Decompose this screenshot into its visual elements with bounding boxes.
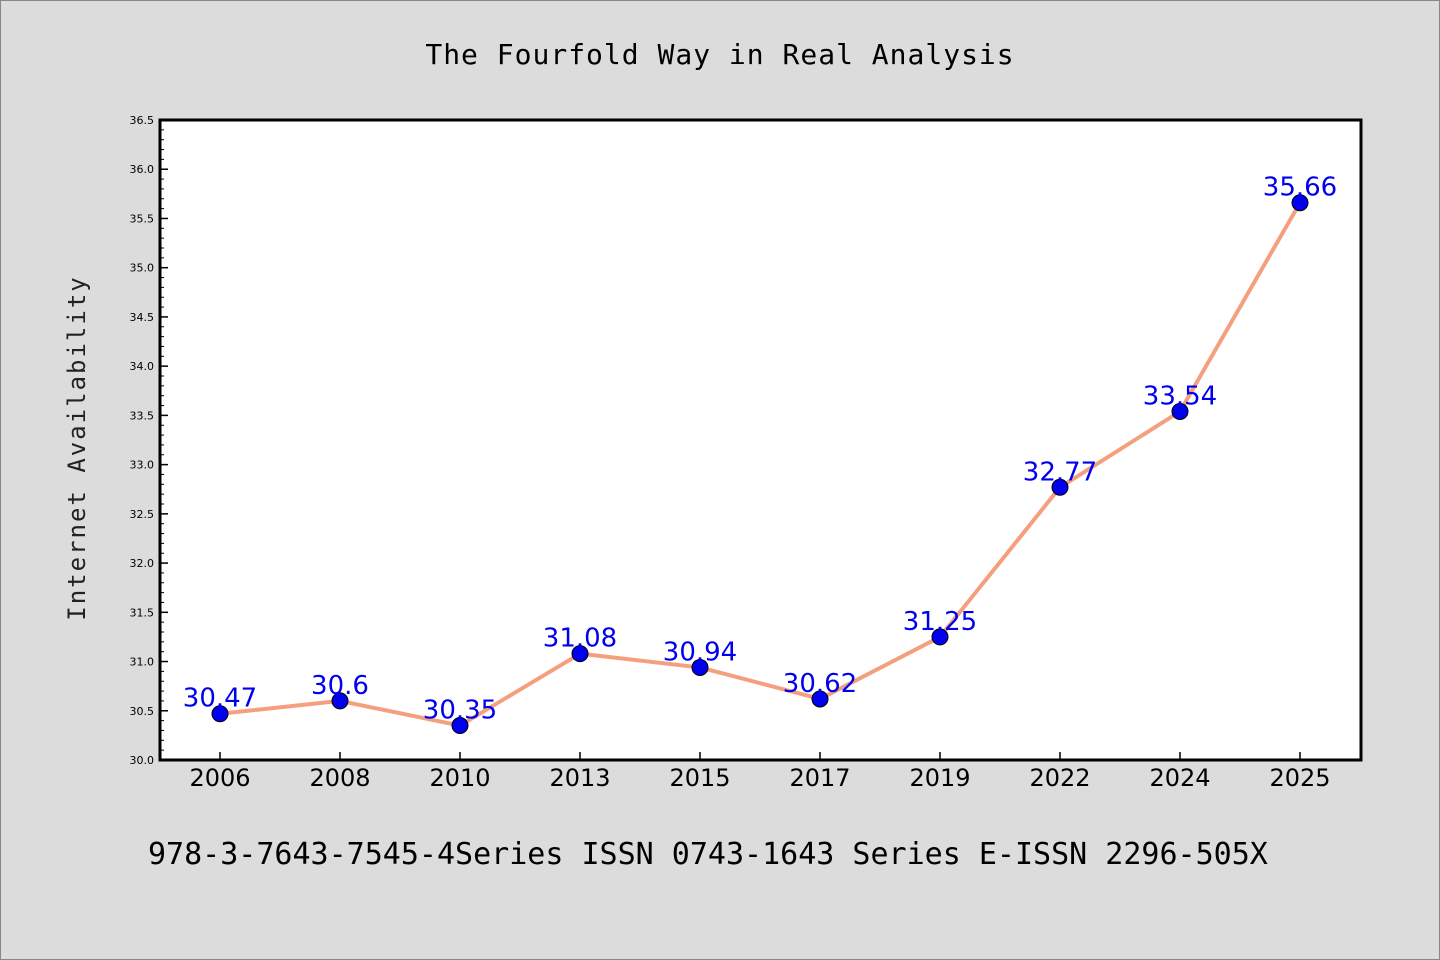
data-label: 31.08 — [543, 624, 617, 654]
y-tick-label: 33.0 — [130, 459, 155, 472]
y-tick-label: 31.0 — [130, 656, 155, 669]
data-point — [931, 628, 949, 646]
footer-text: 978-3-7643-7545-4Series ISSN 0743-1643 S… — [148, 837, 1268, 872]
y-tick-label: 30.0 — [130, 754, 155, 767]
y-tick-label: 34.5 — [130, 311, 155, 324]
x-tick-label: 2017 — [789, 764, 850, 792]
y-tick-label: 31.5 — [130, 606, 155, 619]
y-tick-label: 32.0 — [130, 557, 155, 570]
y-tick-label: 30.5 — [130, 705, 155, 718]
series-group — [219, 201, 1302, 728]
data-point — [691, 658, 709, 676]
data-label: 30.6 — [311, 671, 369, 701]
data-label: 30.35 — [423, 696, 497, 726]
data-point — [571, 645, 589, 663]
x-axis: 2006 2008 2010 2013 2015 2017 2019 2022 2024 2025 — [189, 752, 1331, 792]
data-point — [1051, 478, 1069, 496]
data-point — [331, 692, 349, 710]
data-point — [451, 717, 469, 735]
y-tick-label: 35.5 — [130, 212, 155, 225]
x-tick-label: 2006 — [189, 764, 250, 792]
markers-group — [211, 194, 1309, 735]
chart-title: The Fourfold Way in Real Analysis — [425, 38, 1014, 71]
data-label: 30.47 — [183, 684, 257, 714]
data-point — [811, 690, 829, 708]
y-tick-label: 35.0 — [130, 262, 155, 275]
y-tick-label: 36.0 — [130, 163, 155, 176]
data-point — [211, 705, 229, 723]
plot-frame — [158, 118, 1363, 762]
data-label: 33.54 — [1143, 381, 1217, 411]
y-tick-label: 32.5 — [130, 508, 155, 521]
y-tick-label: 33.5 — [130, 409, 155, 422]
y-axis: 30.0 30.5 31.0 31.5 32.0 32.5 33.0 33.5 34.0 34.5… — [130, 114, 168, 767]
data-point — [1291, 194, 1309, 212]
data-label: 30.94 — [663, 637, 737, 667]
x-tick-label: 2013 — [549, 764, 610, 792]
y-tick-label: 34.0 — [130, 360, 155, 373]
series-line — [219, 201, 1302, 728]
plot-area — [160, 120, 1361, 760]
data-labels-group: 30.47 30.6 30.35 31.08 30.94 30.62 31.25 32.77 3… — [183, 173, 1337, 726]
data-label: 30.62 — [783, 669, 857, 699]
x-tick-label: 2025 — [1269, 764, 1330, 792]
x-tick-label: 2010 — [429, 764, 490, 792]
x-tick-label: 2024 — [1149, 764, 1210, 792]
x-tick-label: 2022 — [1029, 764, 1090, 792]
data-point — [1171, 402, 1189, 420]
data-label: 31.25 — [903, 607, 977, 637]
x-tick-label: 2015 — [669, 764, 730, 792]
x-tick-label: 2008 — [309, 764, 370, 792]
y-axis-label: Internet Availability — [63, 275, 91, 620]
data-label: 32.77 — [1023, 457, 1097, 487]
data-label: 35.66 — [1263, 173, 1337, 203]
y-tick-label: 36.5 — [130, 114, 155, 127]
x-tick-label: 2019 — [909, 764, 970, 792]
